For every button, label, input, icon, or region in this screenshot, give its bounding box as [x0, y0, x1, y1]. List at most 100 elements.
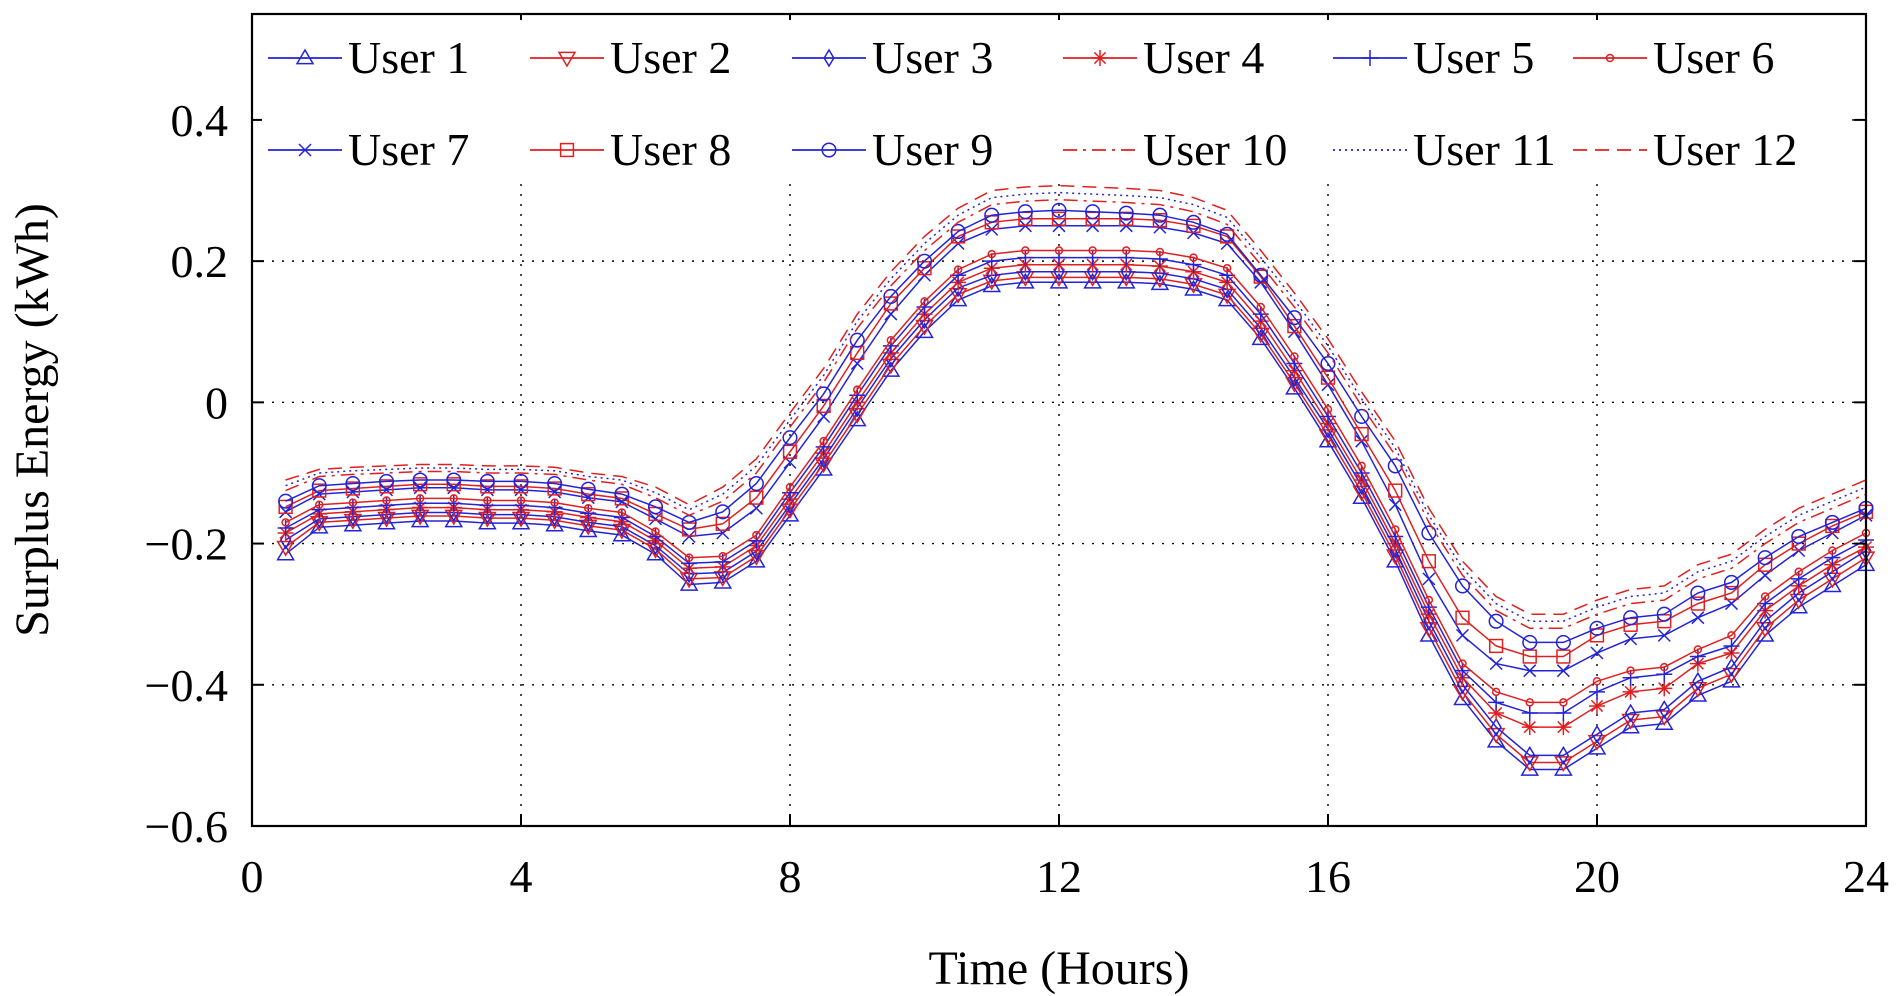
data-point: [987, 249, 996, 259]
legend-item: User 11: [1333, 124, 1556, 175]
data-point: [1287, 325, 1301, 339]
data-point: [279, 530, 292, 550]
legend-item: User 2: [530, 32, 731, 83]
data-point: [377, 513, 396, 530]
x-tick-label: 16: [1305, 851, 1351, 902]
data-point: [1352, 488, 1371, 505]
data-point: [1419, 625, 1439, 642]
data-point: [1118, 249, 1135, 266]
data-point: [1722, 671, 1741, 688]
legend-label: User 5: [1413, 32, 1534, 83]
data-point: [1690, 585, 1706, 601]
series-6: [281, 246, 1871, 707]
data-point: [1521, 719, 1538, 736]
data-point: [916, 253, 933, 269]
legend-swatch-marker: [298, 143, 312, 157]
data-point: [449, 494, 458, 503]
data-point: [281, 518, 290, 527]
data-point: [1422, 572, 1436, 586]
data-point: [1723, 637, 1740, 654]
legend-label: User 2: [610, 32, 731, 83]
x-tick-label: 8: [779, 851, 802, 902]
data-point: [1423, 611, 1435, 631]
data-point: [1555, 634, 1571, 650]
data-point: [1621, 717, 1640, 734]
data-point: [983, 253, 1000, 270]
data-point: [1219, 226, 1235, 242]
y-tick-label: 0: [205, 377, 228, 428]
data-point: [1424, 595, 1434, 605]
data-point: [278, 493, 294, 509]
legend-swatch-marker: [1605, 53, 1615, 63]
data-point: [1354, 408, 1370, 425]
data-point: [1019, 262, 1032, 282]
data-point: [444, 511, 464, 528]
legend-item: User 8: [530, 124, 731, 175]
data-point: [982, 276, 1002, 293]
data-point: [1626, 666, 1635, 675]
y-tick-label: −0.6: [145, 801, 228, 852]
data-point: [1488, 705, 1505, 722]
legend-item: User 1: [268, 32, 469, 83]
data-point: [849, 332, 865, 348]
series-line-3: [285, 270, 1867, 757]
data-point: [1556, 664, 1570, 678]
legend-swatch-marker: [559, 142, 575, 158]
data-point: [847, 410, 867, 427]
data-point: [578, 521, 598, 538]
data-point: [276, 540, 295, 557]
data-point: [343, 515, 363, 532]
data-point: [647, 499, 664, 515]
data-point: [311, 478, 327, 494]
data-point: [446, 477, 461, 492]
data-point: [614, 486, 630, 502]
data-point: [715, 504, 731, 520]
data-point: [1587, 734, 1607, 751]
data-point: [1021, 246, 1030, 255]
y-tick-label: −0.2: [145, 519, 228, 570]
data-point: [816, 386, 832, 402]
data-point: [1690, 596, 1706, 611]
y-tick-label: −0.4: [145, 660, 228, 711]
legend-label: User 10: [1143, 124, 1287, 175]
data-point: [953, 265, 963, 274]
data-point: [1120, 262, 1132, 282]
legend-label: User 7: [348, 124, 469, 175]
data-point: [276, 544, 295, 561]
data-point: [1624, 632, 1638, 646]
data-point: [1790, 570, 1807, 587]
data-point: [1420, 599, 1437, 616]
data-point: [1826, 562, 1839, 582]
series-line-1: [285, 281, 1867, 771]
data-point: [1521, 705, 1538, 722]
data-point: [1691, 611, 1705, 625]
data-point: [782, 430, 798, 446]
data-point: [580, 481, 596, 497]
data-point: [747, 551, 766, 568]
data-point: [1789, 597, 1809, 614]
data-point: [1722, 667, 1741, 684]
data-point: [986, 265, 998, 285]
legend-label: User 3: [872, 32, 993, 83]
y-axis-title: Surplus Energy (kWh): [6, 203, 59, 637]
data-point: [382, 496, 391, 505]
data-point: [513, 479, 529, 494]
legend-label: User 8: [610, 124, 731, 175]
data-point: [715, 516, 730, 531]
series-12: [285, 184, 1867, 615]
data-point: [1658, 700, 1670, 719]
data-point: [1318, 431, 1338, 448]
data-point: [1760, 592, 1770, 601]
legend-label: User 12: [1653, 124, 1797, 175]
data-point: [1724, 585, 1739, 601]
data-point: [315, 500, 324, 509]
data-point: [1823, 572, 1842, 589]
data-point: [480, 479, 495, 494]
series-line-7: [285, 225, 1867, 672]
data-point: [1522, 649, 1537, 664]
data-point: [718, 552, 727, 561]
x-tick-label: 4: [510, 851, 533, 902]
series-line-12: [285, 184, 1867, 615]
data-point: [1755, 621, 1775, 638]
data-point: [1357, 461, 1366, 471]
